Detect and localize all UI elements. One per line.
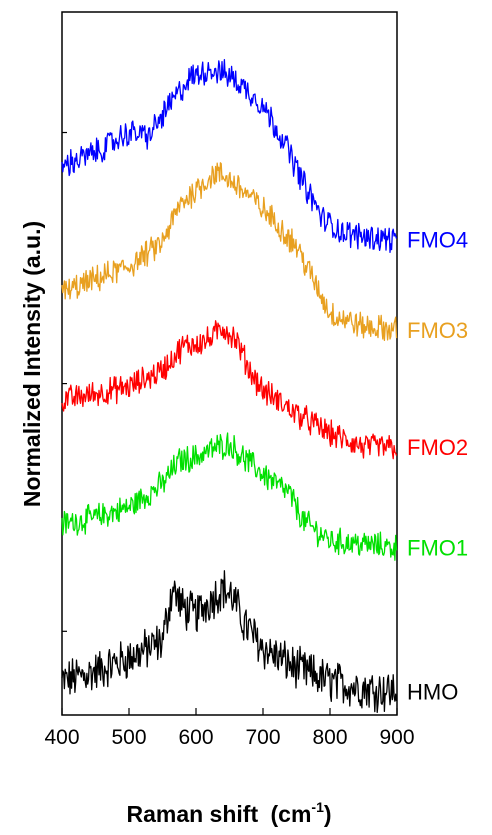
axis-ticks: 400 500 600 700 800 900 <box>44 131 415 749</box>
series-label-hmo: HMO <box>407 680 458 705</box>
series-group <box>61 59 398 714</box>
x-axis-label-close: ) <box>324 801 332 827</box>
series-label-fmo4: FMO4 <box>407 228 468 253</box>
x-axis-label-sup: -1 <box>311 799 324 815</box>
x-tick-label: 800 <box>312 726 347 749</box>
series-labels: HMO FMO1 FMO2 FMO3 FMO4 <box>407 228 468 705</box>
x-tick-label: 500 <box>111 726 146 749</box>
x-tick-label: 900 <box>379 726 414 749</box>
x-axis-label: Raman shift (cm-1) <box>126 799 331 827</box>
x-tick-label: 700 <box>245 726 280 749</box>
x-tick-label: 600 <box>178 726 213 749</box>
series-label-fmo1: FMO1 <box>407 536 468 561</box>
x-tick-label: 400 <box>44 726 79 749</box>
series-line-hmo <box>61 570 398 714</box>
series-line-fmo1 <box>61 432 398 561</box>
series-line-fmo3 <box>61 162 398 342</box>
y-axis-label: Normalized Intensity (a.u.) <box>19 221 45 507</box>
x-axis-label-unit: (cm <box>271 801 312 827</box>
series-label-fmo3: FMO3 <box>407 318 468 343</box>
series-line-fmo4 <box>61 59 398 254</box>
series-label-fmo2: FMO2 <box>407 435 468 460</box>
x-axis-label-main: Raman shift <box>126 801 258 827</box>
series-line-fmo2 <box>61 320 398 460</box>
plot-frame <box>61 11 398 716</box>
